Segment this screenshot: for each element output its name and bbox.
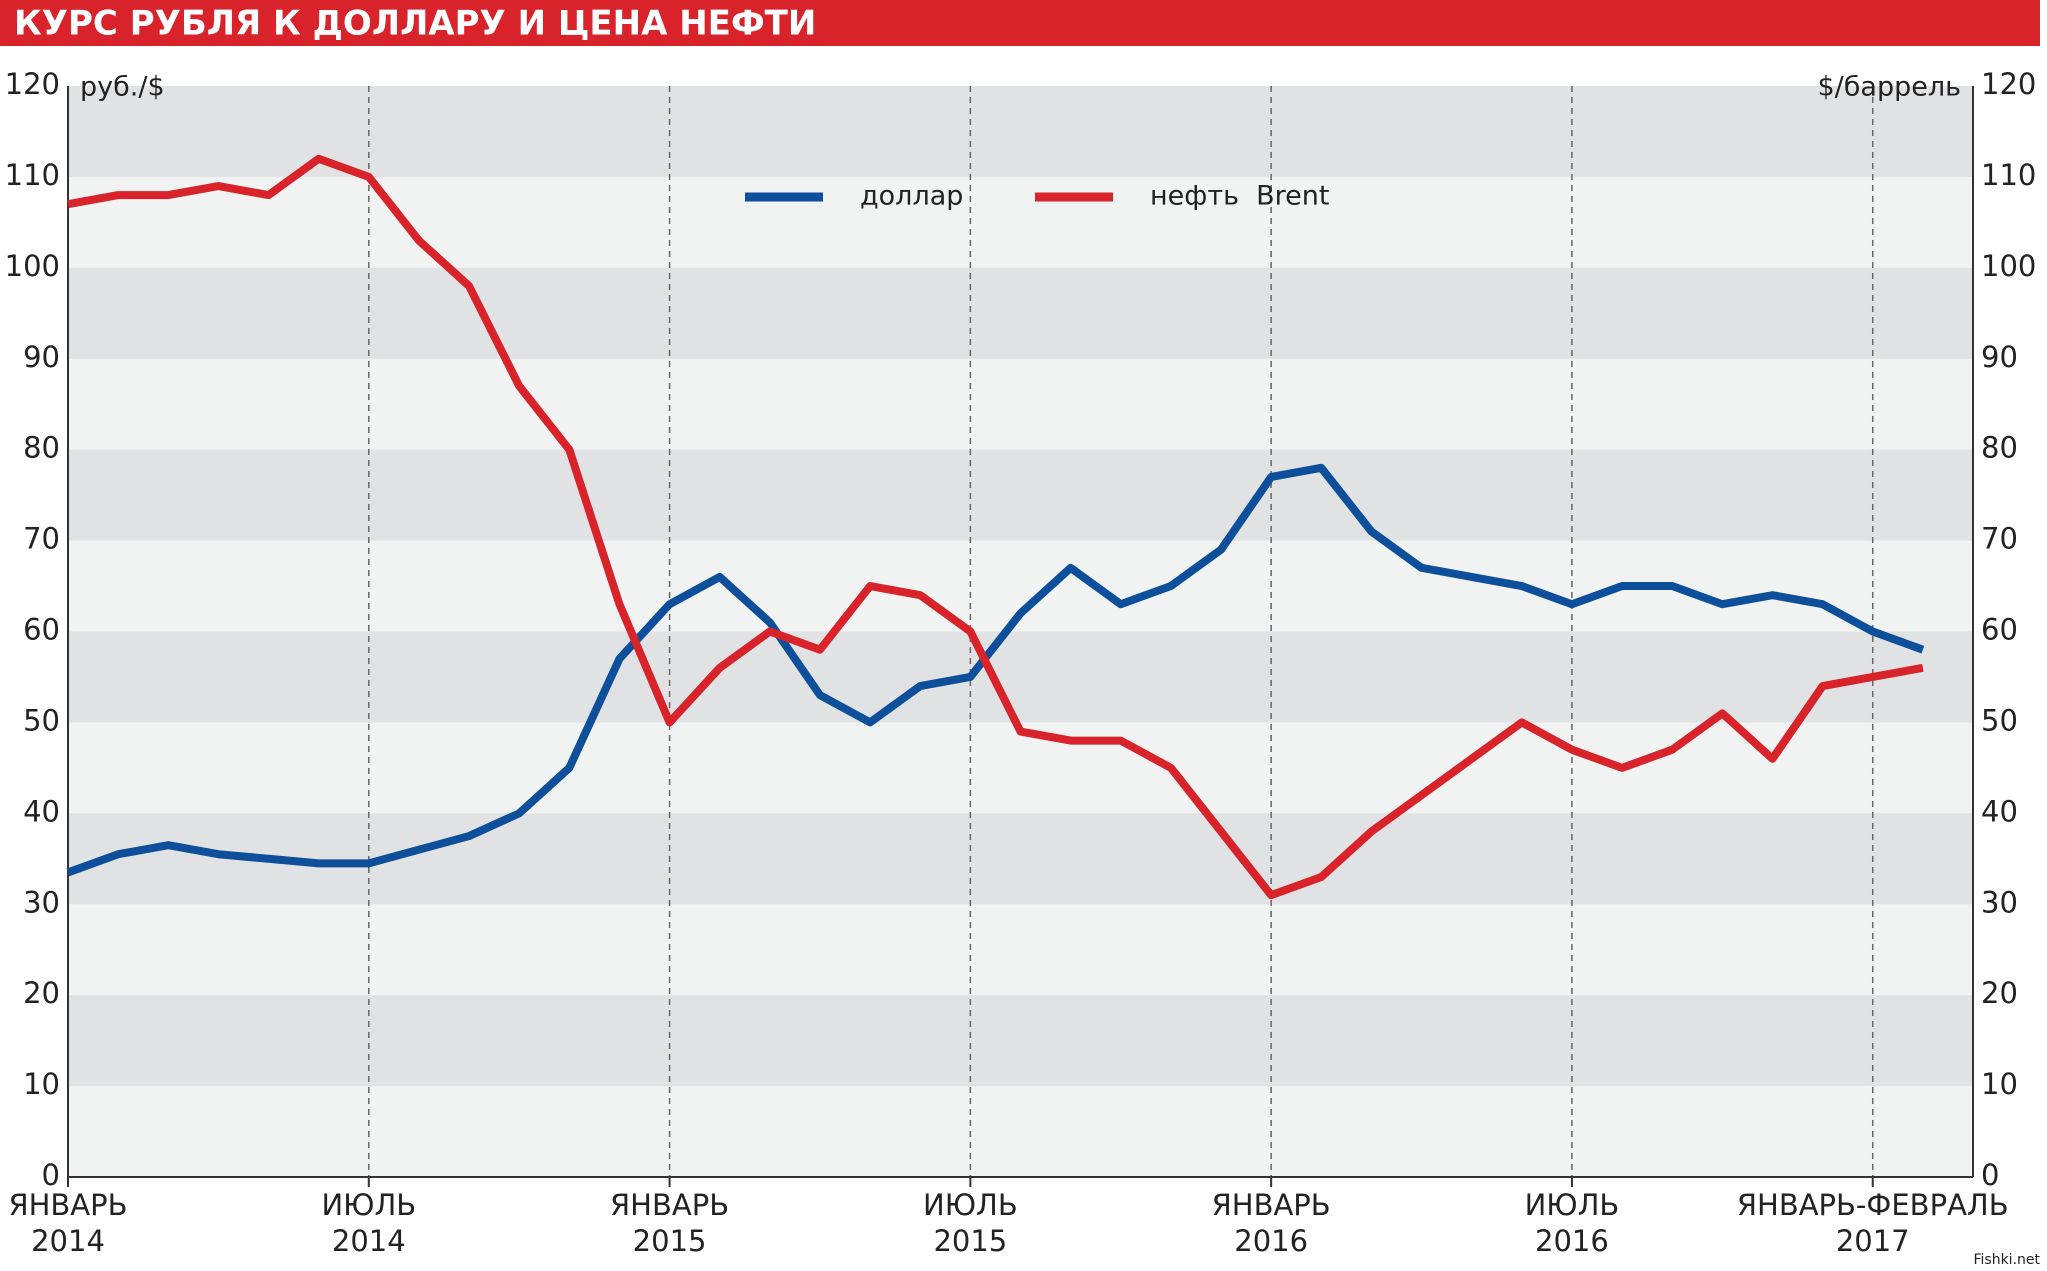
- x-tick-label: 2016: [1535, 1224, 1609, 1258]
- grid-band: [68, 267, 1973, 359]
- grid-band: [68, 631, 1973, 723]
- y-tick-label: 40: [23, 794, 60, 828]
- grid-band: [68, 86, 1973, 177]
- y-tick-label: 80: [23, 431, 60, 465]
- x-tick-label: 2015: [933, 1224, 1007, 1258]
- y-tick-label: 10: [23, 1067, 60, 1101]
- grid-band: [68, 995, 1973, 1087]
- y2-axis-label: $/баррель: [1817, 72, 1961, 103]
- y-tick-label: 70: [23, 522, 60, 556]
- x-tick-label: ИЮЛЬ: [923, 1188, 1018, 1222]
- y2-tick-label: 0: [1981, 1158, 1999, 1192]
- y2-tick-label: 110: [1981, 158, 2036, 192]
- chart-title: КУРС РУБЛЯ К ДОЛЛАРУ И ЦЕНА НЕФТИ: [14, 4, 816, 44]
- y-tick-label: 60: [23, 613, 60, 647]
- y-tick-label: 90: [23, 340, 60, 374]
- legend-label: нефть Brent: [1150, 181, 1330, 212]
- x-tick-label: 2014: [332, 1224, 406, 1258]
- y2-tick-label: 50: [1981, 703, 2018, 737]
- y-tick-label: 50: [23, 703, 60, 737]
- legend-label: доллар: [860, 181, 963, 212]
- grid-band: [68, 813, 1973, 905]
- x-tick-label: 2017: [1836, 1224, 1910, 1258]
- y2-tick-label: 30: [1981, 885, 2018, 919]
- title-bar: [0, 0, 2040, 46]
- y2-tick-label: 90: [1981, 340, 2018, 374]
- x-tick-label: ИЮЛЬ: [1525, 1188, 1620, 1222]
- y-tick-label: 30: [23, 885, 60, 919]
- y-axis-label: руб./$: [80, 72, 165, 103]
- x-tick-label: ЯНВАРЬ-ФЕВРАЛЬ: [1737, 1188, 2009, 1222]
- y2-tick-label: 10: [1981, 1067, 2018, 1101]
- watermark: Fishki.net: [1973, 1252, 2040, 1268]
- x-tick-label: ЯНВАРЬ: [1212, 1188, 1331, 1222]
- y2-tick-label: 20: [1981, 976, 2018, 1010]
- x-tick-label: 2014: [31, 1224, 105, 1258]
- y2-tick-label: 120: [1981, 67, 2036, 101]
- y-tick-label: 20: [23, 976, 60, 1010]
- y2-tick-label: 70: [1981, 522, 2018, 556]
- x-tick-label: ЯНВАРЬ: [610, 1188, 729, 1222]
- series-line: [66, 463, 1925, 877]
- y2-tick-label: 60: [1981, 613, 2018, 647]
- x-tick-label: 2015: [633, 1224, 707, 1258]
- y-tick-label: 0: [42, 1158, 60, 1192]
- x-tick-label: ЯНВАРЬ: [8, 1188, 127, 1222]
- y-tick-label: 100: [5, 249, 60, 283]
- x-tick-label: 2016: [1234, 1224, 1308, 1258]
- y2-tick-label: 40: [1981, 794, 2018, 828]
- y-tick-label: 120: [5, 67, 60, 101]
- y2-tick-label: 100: [1981, 249, 2036, 283]
- y2-tick-label: 80: [1981, 431, 2018, 465]
- grid-band: [68, 449, 1973, 541]
- x-tick-label: ИЮЛЬ: [321, 1188, 416, 1222]
- y-tick-label: 110: [5, 158, 60, 192]
- series-line: [67, 154, 1924, 900]
